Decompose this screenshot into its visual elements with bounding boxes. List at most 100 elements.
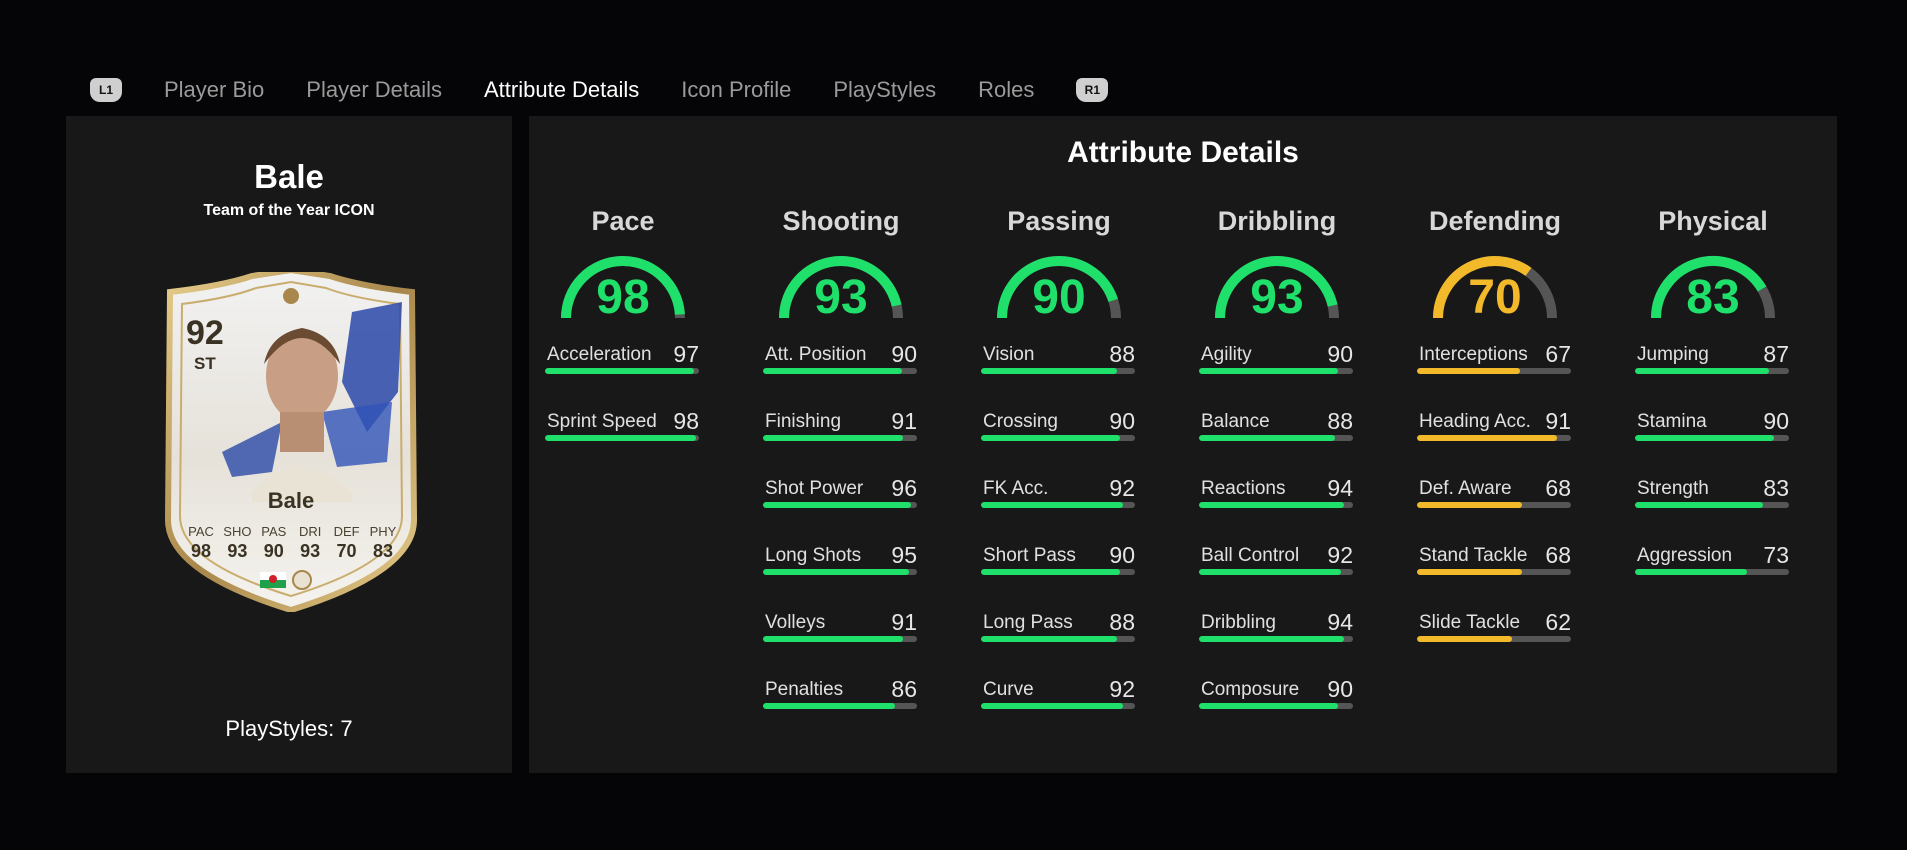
l1-button-icon[interactable]: L1 [90,78,122,102]
attribute-value: 90 [1109,408,1135,434]
attribute-row[interactable]: Ball Control 92 [1199,542,1355,612]
attribute-row[interactable]: Stamina 90 [1635,408,1791,478]
attribute-value: 83 [1763,475,1789,501]
attribute-column-shooting: Shooting 93 Att. Position 90 Finishing 91 Shot… [763,206,919,746]
attribute-name: Aggression [1637,545,1733,566]
category-rating: 93 [814,271,868,324]
attribute-row[interactable]: Dribbling 94 [1199,609,1355,679]
card-stat: PAC 98 [184,524,218,562]
attribute-list: Att. Position 90 Finishing 91 Shot Power 96 Lo… [763,341,919,746]
attribute-row[interactable]: Att. Position 90 [763,341,919,411]
attribute-row[interactable]: Shot Power 96 [763,475,919,545]
attribute-name: Strength [1637,478,1709,499]
attribute-name: Short Pass [983,545,1076,566]
attribute-bar-fill [1199,703,1338,709]
card-stat: SHO 93 [220,524,254,562]
card-stat-label: PAC [188,524,214,539]
attribute-bar [981,636,1135,642]
attribute-name: Curve [983,679,1034,700]
card-stat-label: DEF [333,524,360,539]
attribute-value: 90 [1327,341,1353,367]
attribute-row[interactable]: Slide Tackle 62 [1417,609,1573,679]
category-title: Physical [1658,206,1768,236]
card-stat-value: 70 [336,541,357,561]
tab-attribute-details[interactable]: Attribute Details [484,77,640,102]
attribute-value: 87 [1763,341,1789,367]
attribute-value: 94 [1327,475,1353,501]
panel-title: Attribute Details [1067,136,1299,169]
attribute-row[interactable]: Penalties 86 [763,676,919,746]
attribute-row[interactable]: Acceleration 97 [545,341,701,411]
attribute-value: 90 [891,341,917,367]
attribute-row[interactable]: Agility 90 [1199,341,1355,411]
attribute-bar [981,435,1135,441]
attribute-bar-fill [981,569,1120,575]
tab-playstyles[interactable]: PlayStyles [833,77,937,102]
attribute-bar [981,502,1135,508]
attribute-row[interactable]: Aggression 73 [1635,542,1791,612]
card-stat-value: 93 [300,541,321,561]
attribute-name: Heading Acc. [1419,411,1531,432]
attribute-value: 68 [1545,475,1571,501]
attribute-row[interactable]: Def. Aware 68 [1417,475,1573,545]
attribute-bar-fill [1417,569,1522,575]
attribute-name: Interceptions [1419,344,1528,365]
card-stat-label: SHO [223,524,252,539]
attribute-row[interactable]: Jumping 87 [1635,341,1791,411]
attribute-row[interactable]: Volleys 91 [763,609,919,679]
attribute-bar [1199,636,1353,642]
attribute-list: Acceleration 97 Sprint Speed 98 [545,341,701,478]
attribute-row[interactable]: Crossing 90 [981,408,1137,478]
attribute-row[interactable]: Composure 90 [1199,676,1355,746]
attribute-bar [1635,435,1789,441]
attribute-row[interactable]: Stand Tackle 68 [1417,542,1573,612]
player-card[interactable]: 92 ST Bale PAC 98 SHO 93 PAS 90 DRI 93 DEF 70… [152,272,430,612]
attribute-bar-fill [1199,435,1335,441]
attribute-row[interactable]: Curve 92 [981,676,1137,746]
attribute-row[interactable]: Finishing 91 [763,408,919,478]
attribute-bar-fill [981,368,1117,374]
attribute-row[interactable]: Balance 88 [1199,408,1355,478]
r1-button-icon[interactable]: R1 [1076,78,1109,102]
attribute-value: 92 [1109,676,1135,702]
attribute-bar-fill [763,569,910,575]
attribute-bar [763,569,917,575]
attribute-bar-fill [763,435,904,441]
card-stat-value: 83 [372,541,393,561]
category-gauge: 70 [1430,250,1560,324]
attribute-bar-fill [545,368,695,374]
attribute-row[interactable]: Sprint Speed 98 [545,408,701,478]
attribute-list: Interceptions 67 Heading Acc. 91 Def. Aware 6… [1417,341,1573,679]
attribute-row[interactable]: Interceptions 67 [1417,341,1573,411]
attribute-row[interactable]: Reactions 94 [1199,475,1355,545]
attribute-name: Penalties [765,679,844,700]
attribute-row[interactable]: Strength 83 [1635,475,1791,545]
attribute-bar-fill [1199,636,1344,642]
attribute-bar [763,703,917,709]
attribute-value: 91 [891,609,917,635]
player-panel: Bale Team of the Year ICON [66,116,512,773]
attribute-row[interactable]: Short Pass 90 [981,542,1137,612]
tab-player-bio[interactable]: Player Bio [164,77,265,102]
attribute-row[interactable]: Vision 88 [981,341,1137,411]
attribute-panel: Attribute Details Pace 98 Acceleration 97 Sp… [529,116,1837,773]
attribute-value: 97 [673,341,699,367]
tab-player-details[interactable]: Player Details [306,77,442,102]
attribute-bar-fill [1417,636,1513,642]
attribute-bar-fill [981,703,1123,709]
attribute-row[interactable]: Long Pass 88 [981,609,1137,679]
attribute-row[interactable]: FK Acc. 92 [981,475,1137,545]
playstyles-count: PlayStyles: 7 [225,716,353,741]
attribute-value: 91 [891,408,917,434]
tab-icon-profile[interactable]: Icon Profile [681,77,792,102]
attribute-name: Reactions [1201,478,1286,499]
attribute-row[interactable]: Long Shots 95 [763,542,919,612]
attribute-bar-fill [1635,368,1769,374]
tab-roles[interactable]: Roles [978,77,1035,102]
category-gauge: 98 [558,250,688,324]
card-stat-value: 98 [190,541,212,561]
attribute-bar-fill [1199,368,1338,374]
attribute-row[interactable]: Heading Acc. 91 [1417,408,1573,478]
attribute-bar [1635,368,1789,374]
attribute-bar [1635,569,1789,575]
